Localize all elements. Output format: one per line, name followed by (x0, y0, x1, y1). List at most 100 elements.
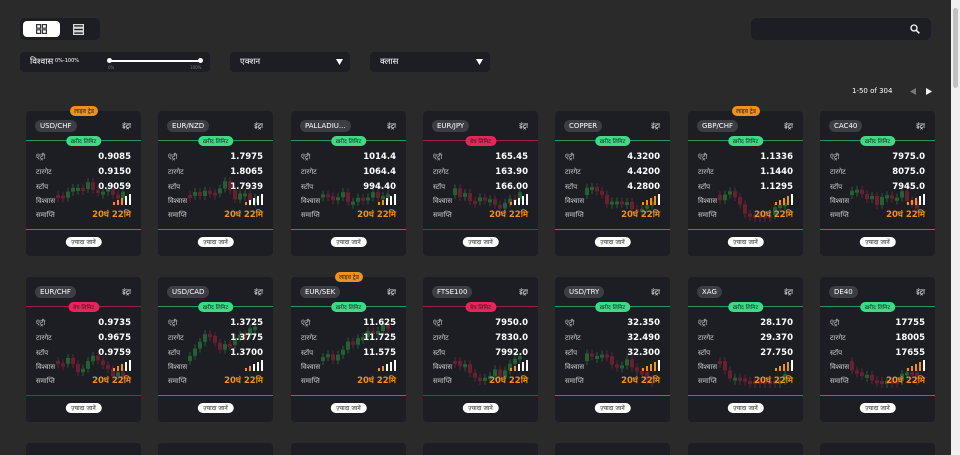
more-button[interactable]: ज़्यादा जानें (330, 237, 367, 247)
confidence-bar (526, 194, 528, 205)
action-dropdown[interactable]: एक्शन (230, 52, 350, 72)
more-button[interactable]: ज़्यादा जानें (330, 403, 367, 413)
confidence-bar (642, 202, 644, 205)
card (555, 443, 670, 455)
card[interactable]: EUR/NZD इंट्रा ख़रीद लिमिट एंट्री 1.7975 टारग… (158, 111, 273, 256)
confidence-bar (919, 196, 921, 205)
card[interactable]: USD/CAD इंट्रा ख़रीद लिमिट एंट्री 1.3725 टारग… (158, 277, 273, 422)
list-view-button[interactable] (73, 24, 84, 35)
card[interactable]: लाइव ट्रेड EUR/SEK इंट्रा ख़रीद लिमिट एंट्री… (291, 272, 406, 422)
more-button[interactable]: ज़्यादा जानें (594, 403, 631, 413)
mini-chart (850, 185, 919, 213)
price: 7950.0 (495, 318, 528, 328)
more-button[interactable]: ज़्यादा जानें (462, 403, 499, 413)
confidence-bar (642, 368, 644, 371)
more-button[interactable]: ज़्यादा जानें (197, 403, 234, 413)
next-page[interactable] (926, 88, 932, 95)
prev-page[interactable] (910, 88, 916, 95)
divider (688, 395, 803, 396)
more-button[interactable]: ज़्यादा जानें (727, 403, 764, 413)
confidence-bar (658, 360, 660, 371)
more-button[interactable]: ज़्यादा जानें (462, 237, 499, 247)
dropdown-arrow (476, 59, 483, 65)
more-button[interactable]: ज़्यादा जानें (859, 237, 896, 247)
card[interactable]: COPPER इंट्रा ख़रीद लिमिट एंट्री 4.3200 टारगे… (555, 111, 670, 256)
price: 17655 (895, 348, 925, 358)
confidence-bar (257, 362, 259, 371)
card[interactable]: FTSE100 इंट्रा बेच लिमिट एंट्री 7950.0 टारगेट… (423, 277, 538, 422)
row-label: समाप्ति (36, 211, 55, 219)
card[interactable]: लाइव ट्रेड GBP/CHF इंट्रा ख़रीद लिमिट एंट्री… (688, 106, 803, 256)
confidence-bar (923, 360, 925, 371)
more-button[interactable]: ज़्यादा जानें (65, 403, 102, 413)
card[interactable]: EUR/JPY इंट्रा बेच लिमिट एंट्री 165.45 टारगेट… (423, 111, 538, 256)
scrollbar-thumb[interactable] (953, 8, 958, 88)
price: 7975.0 (892, 152, 925, 162)
duration: इंट्रा (387, 288, 396, 296)
confidence-bar (779, 366, 781, 371)
row-label: विश्वास (301, 363, 321, 371)
card[interactable]: CAC40 इंट्रा ख़रीद लिमिट एंट्री 7975.0 टारगेट… (820, 111, 935, 256)
row-label: स्टॉप (565, 183, 578, 191)
card[interactable]: XAG इंट्रा ख़रीद लिमिट एंट्री 28.170 टारगेट 29… (688, 277, 803, 422)
expiry: 20घं 22मि (489, 376, 528, 386)
card[interactable]: USD/TRY इंट्रा ख़रीद लिमिट एंट्री 32.350 टारग… (555, 277, 670, 422)
confidence-bar (245, 368, 247, 371)
confidence-bar (245, 202, 247, 205)
confidence-bar (129, 360, 131, 371)
confidence-bar (394, 360, 396, 371)
slider-handle[interactable] (198, 58, 203, 63)
row-label: स्टॉप (565, 349, 578, 357)
slider-max: 100% (190, 65, 202, 70)
symbol: EUR/JPY (432, 120, 470, 132)
duration: इंट्रा (122, 122, 131, 130)
more-button[interactable]: ज़्यादा जानें (197, 237, 234, 247)
class-dropdown[interactable]: क्लास (370, 52, 490, 72)
price: 166.00 (495, 182, 528, 192)
row-label: स्टॉप (301, 183, 314, 191)
price: 1.3700 (230, 348, 263, 358)
divider (820, 229, 935, 230)
dropdown-arrow (336, 59, 343, 65)
row-label: टारगेट (36, 168, 52, 176)
price: 994.40 (363, 182, 396, 192)
more-button[interactable]: ज़्यादा जानें (727, 237, 764, 247)
more-button[interactable]: ज़्यादा जानें (594, 237, 631, 247)
row-label: स्टॉप (36, 349, 49, 357)
confidence-bar (390, 362, 392, 371)
grid-view-button[interactable] (23, 21, 60, 37)
card[interactable]: लाइव ट्रेड USD/CHF इंट्रा ख़रीद लिमिट एंट्री… (26, 106, 141, 256)
card[interactable]: EUR/CHF इंट्रा बेच लिमिट एंट्री 0.9735 टारगेट… (26, 277, 141, 422)
confidence-bar (787, 362, 789, 371)
row-label: समाप्ति (301, 377, 320, 385)
confidence-bar (654, 362, 656, 371)
card[interactable]: PALLADIU... इंट्रा ख़रीद लिमिट एंट्री 1014.4… (291, 111, 406, 256)
mini-chart (56, 178, 125, 203)
search-box[interactable] (751, 18, 931, 40)
confidence-bar (117, 200, 119, 205)
row-label: एंट्री (830, 319, 840, 327)
row-label: टारगेट (698, 168, 714, 176)
row-label: समाप्ति (168, 377, 187, 385)
card (423, 443, 538, 455)
row-label: समाप्ति (698, 377, 717, 385)
slider-handle[interactable] (107, 58, 112, 63)
confidence-bar (646, 366, 648, 371)
more-button[interactable]: ज़्यादा जानें (859, 403, 896, 413)
divider (158, 229, 273, 230)
grid-icon (36, 24, 47, 34)
symbol: XAG (697, 286, 722, 298)
confidence-bar (911, 366, 913, 371)
card[interactable]: DE40 इंट्रा ख़रीद लिमिट एंट्री 17755 टारगेट 18… (820, 277, 935, 422)
confidence-bar (390, 196, 392, 205)
more-button[interactable]: ज़्यादा जानें (65, 237, 102, 247)
row-label: टारगेट (301, 334, 317, 342)
row-label: एंट्री (301, 153, 311, 161)
status-badge: ख़रीद लिमिट (197, 302, 234, 312)
row-label: स्टॉप (698, 349, 711, 357)
confidence-bar (791, 360, 793, 371)
pagination-range: 1-50 of 304 (852, 87, 893, 95)
divider (291, 395, 406, 396)
expiry: 20घं 22मि (754, 210, 793, 220)
